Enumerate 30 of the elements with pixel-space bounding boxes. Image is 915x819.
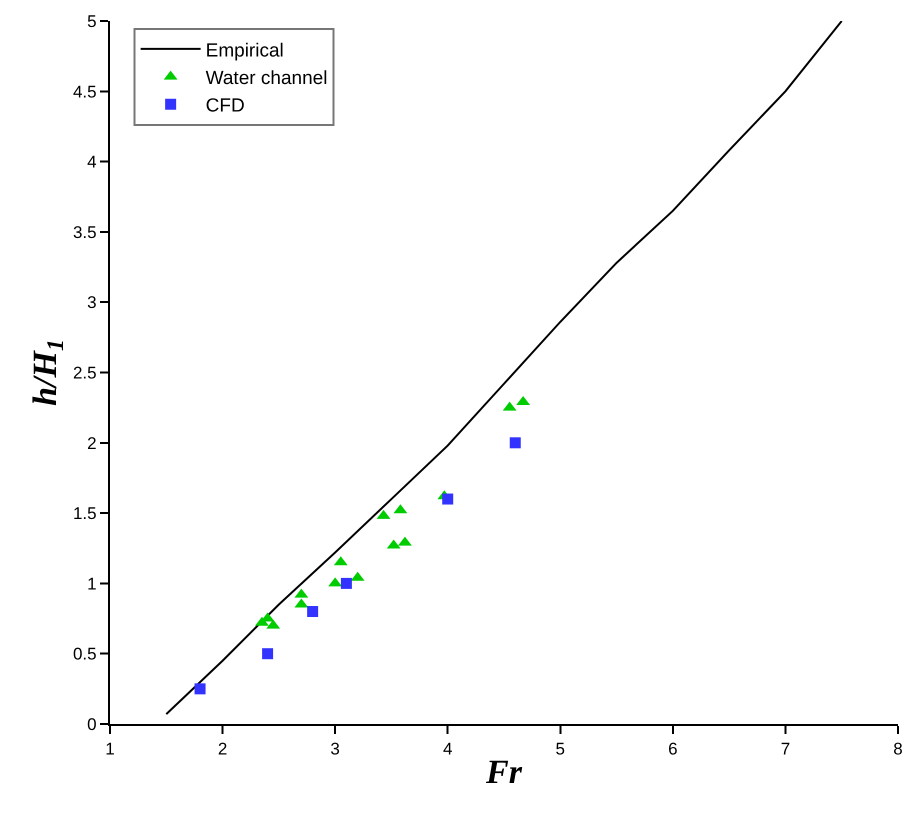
point <box>194 683 206 694</box>
y-tick-label: 2 <box>87 434 97 453</box>
point <box>442 494 454 505</box>
point <box>307 606 318 618</box>
y-tick-label: 3.5 <box>72 222 97 242</box>
y-tick-label: 1 <box>87 574 97 594</box>
point <box>340 578 352 589</box>
y-tick-label: 3 <box>87 293 97 312</box>
x-tick-label: 6 <box>668 739 678 758</box>
x-tick-label: 8 <box>893 739 903 758</box>
legend-label: CFD <box>206 96 245 117</box>
x-tick-label: 1 <box>105 739 115 758</box>
x-tick-label: 4 <box>442 739 452 758</box>
y-tick-label: 1.5 <box>72 504 97 524</box>
legend-label: Empirical <box>206 40 284 62</box>
legend-label: Water channel <box>206 68 328 89</box>
y-tick-label: 0.5 <box>72 644 97 664</box>
point <box>262 648 274 660</box>
y-tick-label: 4.5 <box>72 82 97 102</box>
y-tick-label: 4 <box>87 152 97 172</box>
y-tick-label: 5 <box>87 12 97 31</box>
line-series <box>165 21 843 716</box>
x-tick-label: 5 <box>556 739 566 758</box>
point <box>510 437 521 448</box>
x-tick-label: 7 <box>780 739 790 758</box>
x-tick-label: 3 <box>330 739 340 758</box>
y-tick-label: 2.5 <box>72 363 97 382</box>
x-axis-title: Fr <box>485 754 523 792</box>
x-tick-label: 2 <box>218 739 228 758</box>
y-tick-label: 0 <box>87 714 97 734</box>
